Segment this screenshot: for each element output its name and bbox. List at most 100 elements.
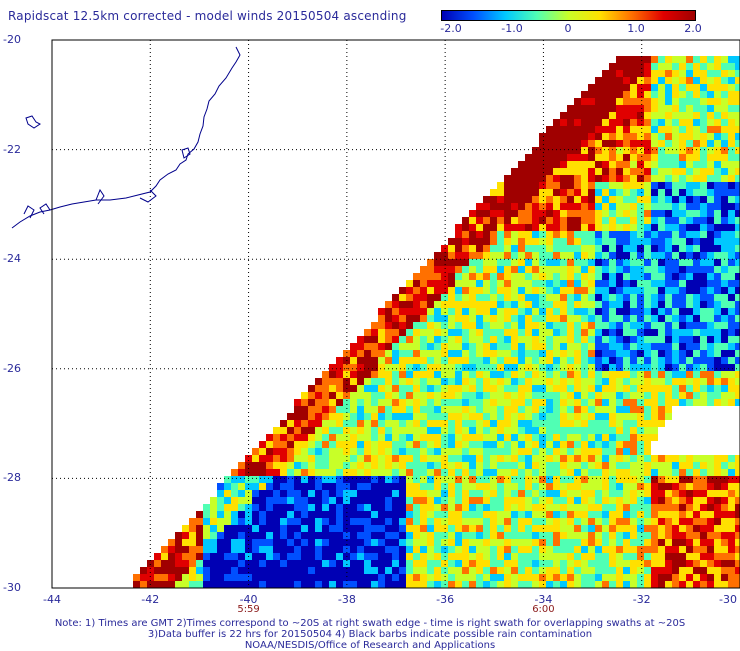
wind-cell bbox=[658, 105, 665, 112]
wind-cell bbox=[546, 238, 553, 245]
wind-cell bbox=[728, 525, 735, 532]
wind-cell bbox=[469, 238, 476, 245]
wind-cell bbox=[714, 273, 721, 280]
wind-cell bbox=[665, 98, 672, 105]
wind-cell bbox=[413, 448, 420, 455]
wind-cell bbox=[560, 308, 567, 315]
wind-cell bbox=[462, 301, 469, 308]
wind-cell bbox=[294, 455, 301, 462]
wind-cell bbox=[539, 441, 546, 448]
wind-cell bbox=[154, 574, 161, 581]
wind-cell bbox=[644, 133, 651, 140]
wind-cell bbox=[399, 357, 406, 364]
wind-cell bbox=[574, 476, 581, 483]
wind-cell bbox=[693, 203, 700, 210]
wind-cell bbox=[266, 504, 273, 511]
wind-cell bbox=[672, 126, 679, 133]
wind-cell bbox=[518, 252, 525, 259]
wind-cell bbox=[735, 490, 740, 497]
wind-cell bbox=[434, 448, 441, 455]
wind-cell bbox=[574, 308, 581, 315]
wind-cell bbox=[707, 539, 714, 546]
wind-cell bbox=[616, 455, 623, 462]
wind-cell bbox=[637, 294, 644, 301]
wind-cell bbox=[308, 490, 315, 497]
wind-cell bbox=[602, 259, 609, 266]
wind-cell bbox=[581, 455, 588, 462]
wind-cell bbox=[392, 567, 399, 574]
wind-cell bbox=[707, 140, 714, 147]
wind-cell bbox=[707, 217, 714, 224]
wind-cell bbox=[280, 441, 287, 448]
wind-cell bbox=[728, 392, 735, 399]
wind-cell bbox=[574, 392, 581, 399]
wind-cell bbox=[672, 357, 679, 364]
wind-cell bbox=[434, 532, 441, 539]
wind-cell bbox=[392, 378, 399, 385]
wind-cell bbox=[210, 539, 217, 546]
wind-cell bbox=[329, 399, 336, 406]
wind-cell bbox=[504, 532, 511, 539]
wind-cell bbox=[658, 252, 665, 259]
wind-cell bbox=[693, 518, 700, 525]
wind-cell bbox=[560, 182, 567, 189]
wind-cell bbox=[434, 420, 441, 427]
wind-cell bbox=[525, 539, 532, 546]
wind-cell bbox=[476, 441, 483, 448]
wind-cell bbox=[644, 385, 651, 392]
wind-cell bbox=[532, 427, 539, 434]
wind-cell bbox=[560, 434, 567, 441]
wind-cell bbox=[175, 560, 182, 567]
wind-cell bbox=[707, 497, 714, 504]
wind-cell bbox=[560, 189, 567, 196]
wind-cell bbox=[672, 364, 679, 371]
wind-cell bbox=[553, 553, 560, 560]
wind-cell bbox=[525, 238, 532, 245]
wind-cell bbox=[497, 448, 504, 455]
wind-cell bbox=[483, 336, 490, 343]
wind-cell bbox=[434, 287, 441, 294]
wind-cell bbox=[441, 385, 448, 392]
wind-cell bbox=[406, 301, 413, 308]
wind-cell bbox=[553, 245, 560, 252]
wind-cell bbox=[357, 399, 364, 406]
wind-cell bbox=[546, 336, 553, 343]
wind-cell bbox=[532, 483, 539, 490]
wind-cell bbox=[504, 266, 511, 273]
wind-cell bbox=[735, 567, 740, 574]
wind-cell bbox=[672, 532, 679, 539]
wind-cell bbox=[329, 469, 336, 476]
wind-cell bbox=[462, 504, 469, 511]
wind-cell bbox=[539, 504, 546, 511]
wind-cell bbox=[371, 364, 378, 371]
wind-cell bbox=[280, 455, 287, 462]
wind-cell bbox=[665, 497, 672, 504]
wind-cell bbox=[637, 392, 644, 399]
wind-cell bbox=[567, 455, 574, 462]
wind-cell bbox=[728, 84, 735, 91]
wind-cell bbox=[371, 553, 378, 560]
wind-cell bbox=[553, 336, 560, 343]
wind-cell bbox=[651, 140, 658, 147]
wind-cell bbox=[574, 280, 581, 287]
wind-cell bbox=[462, 434, 469, 441]
wind-cell bbox=[483, 294, 490, 301]
wind-cell bbox=[434, 574, 441, 581]
wind-cell bbox=[637, 322, 644, 329]
wind-cell bbox=[714, 189, 721, 196]
wind-cell bbox=[707, 189, 714, 196]
wind-cell bbox=[623, 147, 630, 154]
wind-cell bbox=[364, 329, 371, 336]
wind-cell bbox=[714, 392, 721, 399]
wind-cell bbox=[630, 196, 637, 203]
wind-cell bbox=[539, 532, 546, 539]
wind-cell bbox=[455, 378, 462, 385]
wind-cell bbox=[420, 301, 427, 308]
wind-cell bbox=[476, 329, 483, 336]
wind-cell bbox=[609, 294, 616, 301]
colorbar-label: 2.0 bbox=[684, 22, 702, 35]
wind-cell bbox=[252, 560, 259, 567]
wind-cell bbox=[651, 336, 658, 343]
wind-cell bbox=[714, 455, 721, 462]
wind-cell bbox=[441, 245, 448, 252]
